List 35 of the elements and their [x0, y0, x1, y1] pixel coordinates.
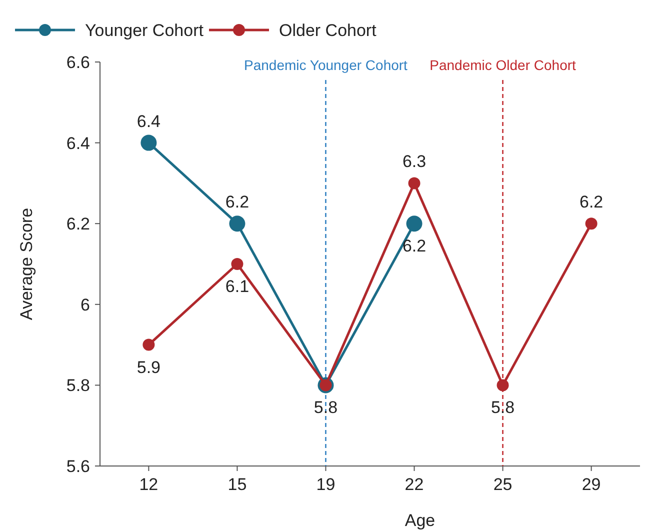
- ref-line-label: Pandemic Younger Cohort: [244, 57, 408, 73]
- point: [231, 258, 244, 270]
- legend-label: Older Cohort: [279, 20, 377, 40]
- data-label: 6.2: [225, 192, 250, 212]
- data-label: 6.2: [402, 236, 426, 256]
- x-tick-label: 15: [228, 475, 247, 494]
- ref-line-label: Pandemic Older Cohort: [430, 57, 576, 73]
- data-label: 5.8: [490, 398, 515, 418]
- x-axis-title: Age: [404, 511, 436, 530]
- data-label: 6.4: [136, 112, 161, 131]
- y-tick-label: 6.6: [66, 52, 90, 72]
- y-tick-label: 5.8: [66, 376, 90, 396]
- y-tick-label: 6.4: [66, 134, 90, 153]
- data-label: 6.2: [579, 192, 604, 212]
- point: [406, 216, 422, 232]
- x-tick-label: 22: [404, 475, 424, 494]
- x-tick-label: 12: [139, 475, 158, 494]
- y-axis-title: Average Score: [17, 208, 36, 320]
- legend-label: Younger Cohort: [85, 20, 204, 40]
- data-label: 6.3: [402, 152, 426, 172]
- x-tick-label: 19: [316, 475, 336, 494]
- x-tick-label: 29: [582, 475, 601, 494]
- y-tick-label: 6: [80, 295, 90, 314]
- point: [585, 218, 598, 230]
- y-tick-label: 6.2: [66, 214, 90, 234]
- point: [229, 216, 246, 232]
- data-label: 6.1: [225, 277, 250, 296]
- point: [142, 338, 155, 351]
- data-label: 5.9: [136, 358, 161, 377]
- point: [408, 177, 420, 190]
- y-tick-label: 5.6: [66, 456, 90, 476]
- x-tick-label: 25: [493, 475, 512, 494]
- point: [496, 379, 509, 392]
- point: [140, 134, 157, 151]
- data-label: 5.8: [314, 398, 338, 418]
